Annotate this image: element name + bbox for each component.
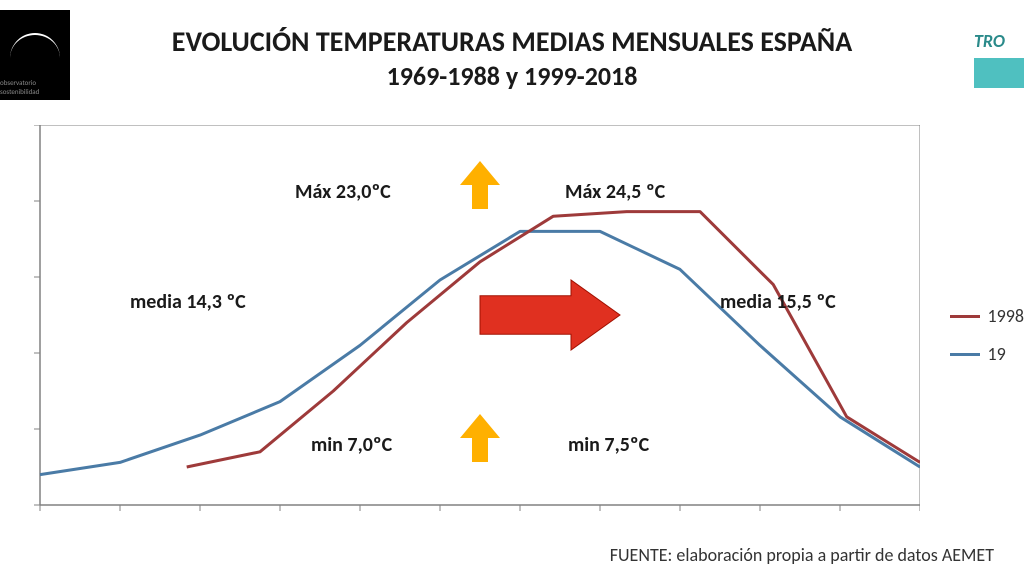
chart-subtitle: 1969-1988 y 1999-2018 xyxy=(0,60,1024,92)
legend-label: 19 xyxy=(988,343,1006,365)
chart-legend: 1998 19 xyxy=(950,305,1024,381)
legend-swatch xyxy=(950,353,980,356)
chart-source: FUENTE: elaboración propia a partir de d… xyxy=(610,544,994,566)
legend-item: 1998 xyxy=(950,305,1024,327)
annot-max-new: Máx 24,5 ºC xyxy=(565,180,665,204)
annot-max-old: Máx 23,0ºC xyxy=(295,180,391,204)
annot-min-new: min 7,5ºC xyxy=(568,433,649,457)
temperature-chart: Máx 23,0ºC Máx 24,5 ºC media 14,3 ºC med… xyxy=(20,125,920,525)
legend-item: 19 xyxy=(950,343,1024,365)
legend-swatch xyxy=(950,315,980,318)
legend-label: 1998 xyxy=(988,305,1024,327)
annot-media-new: media 15,5 ºC xyxy=(720,290,836,314)
chart-svg xyxy=(20,125,920,525)
annot-media-old: media 14,3 ºC xyxy=(130,290,246,314)
chart-title: EVOLUCIÓN TEMPERATURAS MEDIAS MENSUALES … xyxy=(0,24,1024,59)
annot-min-old: min 7,0ºC xyxy=(311,433,392,457)
